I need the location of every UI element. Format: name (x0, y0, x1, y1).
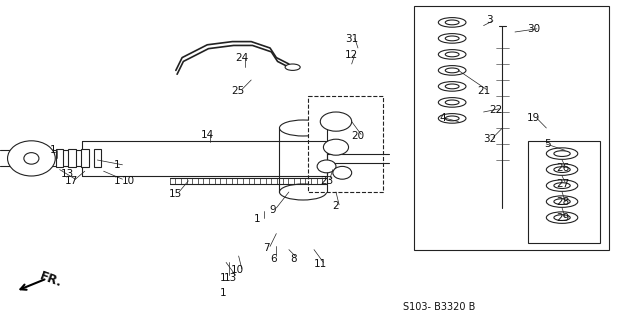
Text: 17: 17 (64, 176, 78, 186)
Ellipse shape (323, 139, 349, 155)
Ellipse shape (546, 212, 578, 223)
Text: 10: 10 (231, 265, 244, 276)
Text: 31: 31 (345, 34, 359, 44)
Text: 23: 23 (320, 176, 333, 186)
Text: 13: 13 (60, 169, 74, 180)
Text: 8: 8 (291, 254, 297, 264)
Text: S103- B3320 B: S103- B3320 B (403, 302, 476, 312)
Ellipse shape (333, 166, 352, 179)
Ellipse shape (546, 180, 578, 191)
Bar (56, 149, 63, 167)
Text: 12: 12 (345, 50, 359, 60)
Text: 1: 1 (254, 214, 261, 224)
Text: 7: 7 (264, 243, 270, 253)
Ellipse shape (554, 151, 570, 156)
Text: 30: 30 (528, 24, 540, 35)
Ellipse shape (279, 184, 327, 200)
Ellipse shape (554, 215, 570, 220)
Text: 14: 14 (200, 130, 214, 140)
Text: 22: 22 (489, 105, 503, 116)
Text: 6: 6 (270, 254, 276, 264)
Ellipse shape (445, 84, 459, 89)
Text: 4: 4 (440, 113, 446, 124)
Ellipse shape (317, 160, 336, 173)
Text: 28: 28 (556, 196, 570, 207)
Text: 9: 9 (270, 204, 276, 215)
Text: 27: 27 (556, 179, 570, 189)
Text: 26: 26 (556, 163, 570, 173)
Text: 1: 1 (114, 176, 120, 186)
Text: 20: 20 (352, 131, 364, 141)
Ellipse shape (554, 167, 570, 172)
Text: 2: 2 (333, 201, 339, 212)
Text: 11: 11 (313, 259, 327, 269)
Ellipse shape (445, 20, 459, 25)
Text: 25: 25 (230, 86, 244, 96)
Ellipse shape (8, 141, 55, 176)
Ellipse shape (438, 114, 466, 123)
Ellipse shape (445, 116, 459, 121)
Bar (94, 149, 101, 167)
Text: 32: 32 (483, 134, 497, 144)
Ellipse shape (24, 153, 39, 164)
Ellipse shape (438, 34, 466, 43)
Text: 24: 24 (235, 53, 249, 63)
Text: 15: 15 (169, 188, 183, 199)
Text: 29: 29 (556, 212, 570, 223)
Ellipse shape (438, 82, 466, 91)
Ellipse shape (445, 36, 459, 41)
Text: 21: 21 (477, 85, 490, 96)
Ellipse shape (445, 100, 459, 105)
Ellipse shape (320, 112, 352, 131)
Ellipse shape (546, 164, 578, 175)
Text: 19: 19 (527, 113, 541, 124)
Ellipse shape (438, 50, 466, 59)
Ellipse shape (438, 98, 466, 107)
Bar (68, 149, 76, 167)
Ellipse shape (554, 183, 570, 188)
FancyBboxPatch shape (528, 141, 600, 243)
Ellipse shape (279, 120, 327, 136)
Text: 10: 10 (122, 176, 135, 186)
Polygon shape (414, 6, 609, 250)
Ellipse shape (285, 64, 300, 70)
Ellipse shape (445, 68, 459, 73)
Text: FR.: FR. (38, 270, 64, 290)
FancyBboxPatch shape (308, 96, 383, 192)
Ellipse shape (445, 52, 459, 57)
Ellipse shape (438, 18, 466, 27)
Text: 1: 1 (220, 288, 226, 298)
Text: 1: 1 (114, 160, 120, 170)
Text: 1: 1 (220, 273, 226, 284)
Ellipse shape (546, 196, 578, 207)
Text: 1: 1 (50, 145, 57, 156)
Ellipse shape (546, 148, 578, 159)
Ellipse shape (554, 199, 570, 204)
Text: 3: 3 (487, 15, 493, 25)
Ellipse shape (438, 66, 466, 75)
Bar (81, 149, 89, 167)
Text: 13: 13 (224, 273, 237, 284)
Text: 5: 5 (544, 139, 551, 149)
